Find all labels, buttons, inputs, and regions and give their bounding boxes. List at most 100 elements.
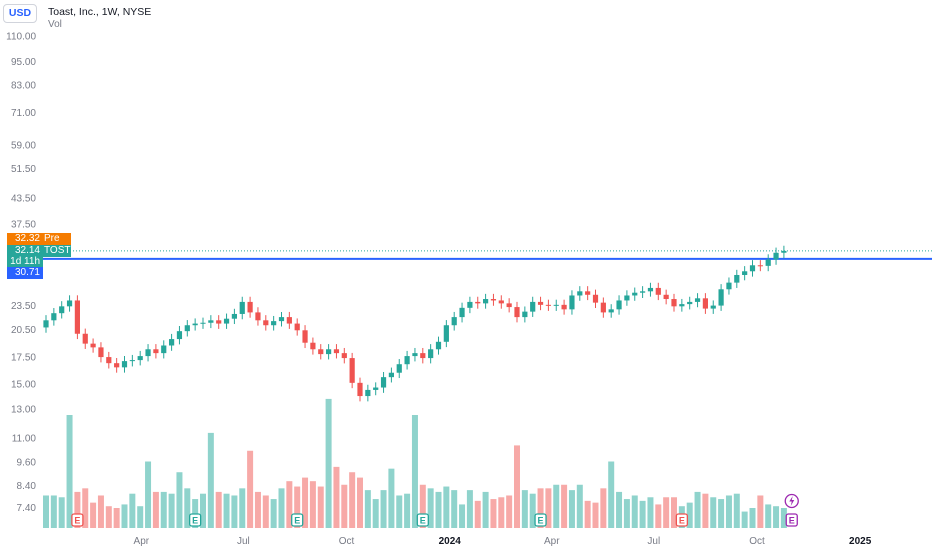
- volume-bar: [254, 491, 261, 528]
- volume-bar: [623, 499, 630, 528]
- volume-bar: [176, 472, 183, 528]
- x-tick-label: Oct: [339, 536, 355, 547]
- candle-body: [663, 294, 669, 300]
- volume-bar: [671, 497, 677, 528]
- candle-body: [263, 320, 269, 326]
- volume-bar: [553, 484, 560, 528]
- volume-bar: [66, 415, 73, 528]
- lightning-glyph: [789, 496, 795, 506]
- y-tick-label: 95.00: [11, 57, 36, 68]
- candle-body: [121, 361, 128, 368]
- candle-body: [271, 321, 277, 326]
- candle-body: [498, 300, 504, 304]
- candle-body: [592, 294, 599, 303]
- y-tick-label: 9.60: [17, 457, 37, 468]
- currency-button[interactable]: USD: [3, 4, 37, 23]
- volume-bar: [105, 506, 112, 528]
- volume-bar: [90, 502, 97, 528]
- candle-body: [153, 349, 159, 354]
- premarket-price-tag: 32.32: [7, 233, 43, 245]
- candle-body: [145, 349, 151, 357]
- volume-bar: [317, 486, 324, 528]
- candle-body: [490, 299, 497, 301]
- volume-bar: [380, 490, 387, 528]
- earnings-marker: [534, 513, 547, 527]
- volume-bar: [749, 508, 756, 528]
- candle-body: [239, 301, 245, 314]
- candle-body: [184, 325, 190, 332]
- volume-bar: [333, 466, 340, 528]
- candle-body: [255, 312, 261, 321]
- y-tick-label: 8.40: [17, 481, 37, 492]
- volume-bar: [482, 491, 489, 528]
- volume-bar: [247, 450, 254, 528]
- volume-bar: [757, 495, 764, 528]
- candle-body: [522, 311, 528, 318]
- candle-body: [114, 363, 120, 368]
- y-tick-label: 71.00: [11, 108, 36, 119]
- candle-body: [66, 300, 73, 307]
- candle-body: [757, 265, 763, 267]
- candle-body: [333, 349, 340, 354]
- volume-bar: [506, 495, 513, 528]
- volume-bar: [43, 495, 49, 528]
- volume-bar: [145, 461, 152, 528]
- candle-body: [302, 330, 308, 343]
- earnings-label: E: [192, 516, 198, 526]
- x-tick-label: 2025: [849, 536, 872, 547]
- volume-bar: [498, 497, 505, 528]
- candle-body: [616, 300, 622, 310]
- volume-bar: [600, 488, 607, 528]
- candle-body: [640, 291, 646, 293]
- volume-bar: [341, 484, 348, 528]
- earnings-marker: [785, 513, 798, 527]
- candle-body: [373, 387, 379, 390]
- candle-body: [192, 323, 198, 326]
- volume-bar: [592, 502, 599, 528]
- earnings-marker: [71, 513, 84, 527]
- candle-body: [506, 303, 512, 308]
- candle-body: [137, 356, 143, 361]
- candle-body: [742, 271, 748, 275]
- candle-body: [412, 353, 418, 357]
- earnings-marker: [675, 513, 688, 527]
- candle-body: [451, 317, 457, 326]
- candle-body: [365, 389, 371, 397]
- candle-body: [710, 305, 716, 309]
- volume-bar: [113, 508, 120, 528]
- symbol-tag: TOST: [41, 245, 71, 257]
- candle-body: [671, 299, 677, 307]
- volume-bar: [152, 491, 159, 528]
- candle-body: [223, 318, 230, 324]
- volume-bar: [349, 472, 356, 528]
- candle-body: [530, 301, 536, 312]
- candle-body: [286, 317, 292, 324]
- volume-bar: [647, 497, 654, 528]
- y-tick-label: 59.00: [11, 140, 36, 151]
- volume-bar: [639, 500, 646, 528]
- volume-bar: [443, 486, 450, 528]
- candle-body: [388, 372, 394, 378]
- volume-bar: [655, 504, 662, 528]
- candle-body: [632, 292, 638, 296]
- volume-bar: [631, 495, 638, 528]
- y-tick-label: 43.50: [11, 194, 36, 205]
- candle-body: [577, 291, 583, 296]
- candle-body: [647, 287, 654, 292]
- candle-body: [608, 309, 614, 313]
- candle-body: [380, 377, 387, 388]
- volume-bar: [616, 491, 623, 528]
- volume-bar: [419, 484, 426, 528]
- candle-body: [734, 274, 740, 283]
- candle-body: [341, 353, 347, 359]
- candle-body: [773, 252, 779, 260]
- volume-bar: [184, 488, 191, 528]
- candle-body: [318, 349, 324, 355]
- candle-body: [200, 322, 206, 324]
- earnings-label: E: [74, 516, 80, 526]
- volume-bar: [302, 477, 309, 528]
- candle-body: [687, 301, 693, 305]
- candle-body: [443, 325, 449, 342]
- volume-bar: [529, 493, 536, 528]
